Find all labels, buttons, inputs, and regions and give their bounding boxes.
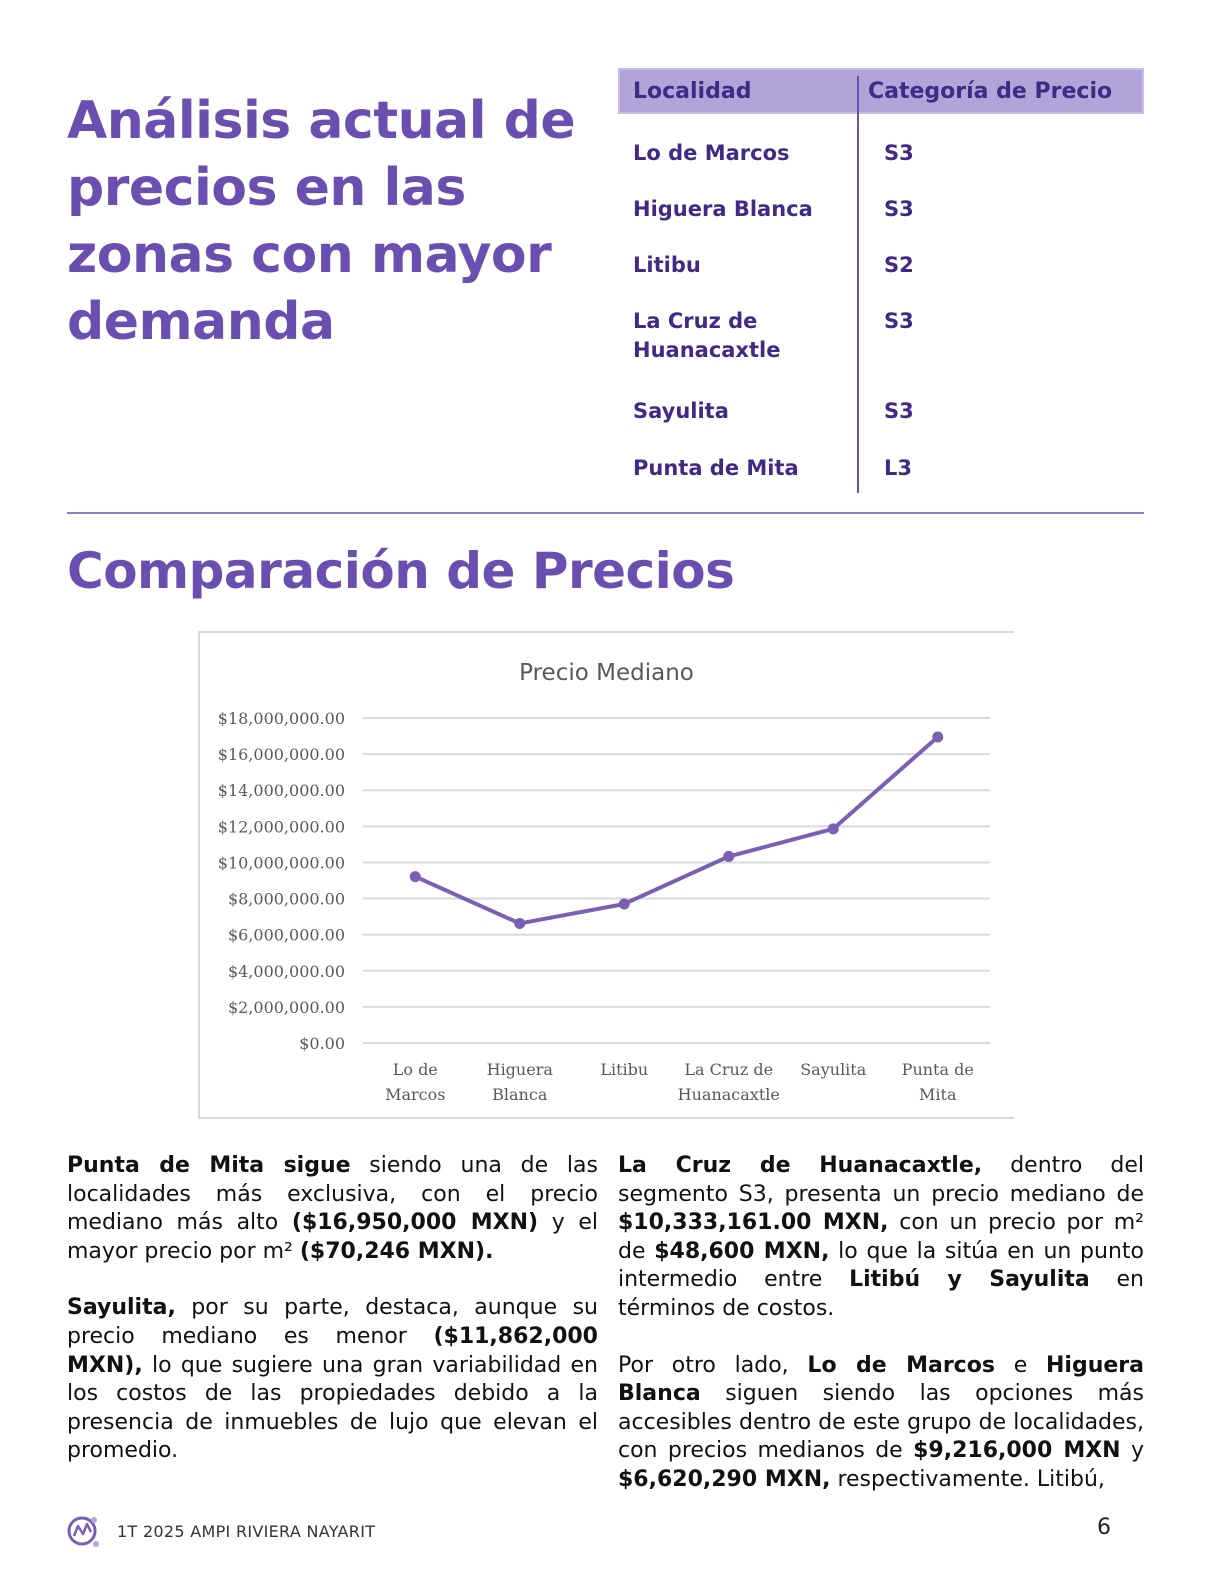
row-categoria: S3 [884, 309, 914, 333]
paragraph-punta-de-mita: Punta de Mita sigue siendo una de las lo… [67, 1152, 598, 1266]
text-run: y [1120, 1438, 1145, 1464]
text-run: lo que sugiere una gran variabilidad en … [67, 1352, 598, 1464]
y-tick-label: $14,000,000.00 [218, 781, 345, 800]
row-localidad: Sayulita [633, 399, 729, 423]
bold-text: Higuera Blanca [618, 1352, 1144, 1407]
x-tick-label: Marcos [385, 1085, 445, 1104]
y-tick-label: $2,000,000.00 [228, 998, 345, 1017]
y-tick-label: $8,000,000.00 [228, 890, 345, 909]
y-tick-label: $12,000,000.00 [218, 817, 345, 836]
x-tick-label: Litibu [600, 1060, 648, 1079]
text-run: siendo una de las localidades más exclus… [67, 1153, 598, 1236]
header-categoria: Categoría de Precio [868, 78, 1113, 104]
y-tick-label: $10,000,000.00 [218, 853, 345, 872]
row-categoria: S3 [884, 399, 914, 423]
row-categoria: S3 [884, 197, 914, 221]
y-tick-label: $4,000,000.00 [228, 962, 345, 981]
bold-text: ($11,862,000 MXN), [67, 1323, 598, 1378]
table-row: Punta de Mita L3 [618, 454, 1144, 483]
price-category-table: Localidad Categoría de Precio Lo de Marc… [618, 68, 1144, 493]
bold-text: Sayulita, [67, 1295, 176, 1321]
bold-text: La Cruz de Huanacaxtle, [618, 1153, 983, 1178]
text-run: por su parte, destaca, aunque su precio … [67, 1295, 598, 1349]
x-tick-label: Higuera [487, 1060, 554, 1079]
data-point [932, 731, 944, 743]
y-tick-label: $18,000,000.00 [218, 709, 345, 728]
data-point [514, 917, 526, 929]
header-localidad: Localidad [633, 78, 752, 104]
table-row: La Cruz de Huanacaxtle S3 [618, 307, 1144, 365]
paragraph-lo-de-marcos: Por otro lado, Lo de Marcos e Higuera Bl… [618, 1352, 1144, 1495]
y-tick-label: $6,000,000.00 [228, 926, 345, 945]
bold-text: $10,333,161.00 MXN, [618, 1210, 889, 1236]
x-tick-label: La Cruz de [684, 1060, 773, 1079]
x-tick-label: Huanacaxtle [678, 1085, 780, 1104]
table-header: Localidad Categoría de Precio [618, 68, 1144, 114]
paragraph-sayulita: Sayulita, por su parte, destaca, aunque … [67, 1294, 598, 1466]
bold-text: $48,600 MXN, [654, 1238, 830, 1264]
right-column: La Cruz de Huanacaxtle, dentro del segme… [618, 1152, 1144, 1523]
row-categoria: S2 [884, 253, 914, 277]
page-number: 6 [1097, 1515, 1111, 1540]
page-heading: Análisis actual de precios en las zonas … [67, 91, 576, 352]
median-price-chart: Precio Mediano $0.00 $2,000,000.00 $4,000,0… [198, 631, 1014, 1119]
table-column-divider [857, 76, 859, 493]
row-localidad: Punta de Mita [633, 456, 799, 480]
x-tick-label: Blanca [492, 1085, 548, 1104]
text-run: siguen siendo las opciones más accesible… [618, 1381, 1144, 1464]
footer-text: 1T 2025 AMPI RIVIERA NAYARIT [117, 1522, 376, 1541]
text-run: e [994, 1352, 1047, 1378]
bold-text: ($70,246 MXN). [299, 1238, 494, 1264]
chart-title: Precio Mediano [519, 660, 694, 686]
table-row: Lo de Marcos S3 [618, 139, 1144, 168]
text-run: dentro del segmento S3, presenta un prec… [618, 1153, 1144, 1207]
section-divider [67, 512, 1144, 514]
bold-text: ($16,950,000 MXN) [291, 1210, 539, 1236]
x-tick-label: Punta de [902, 1060, 974, 1079]
row-categoria: L3 [884, 456, 912, 480]
x-tick-label: Lo de [393, 1060, 438, 1079]
text-run: con un precio por m² de [618, 1210, 1144, 1264]
left-column: Punta de Mita sigue siendo una de las lo… [67, 1152, 598, 1494]
section-title: Comparación de Precios [67, 542, 735, 600]
y-tick-label: $16,000,000.00 [218, 745, 345, 764]
text-run: respectivamente. Litibú, [830, 1466, 1105, 1492]
bold-text: Punta de Mita sigue [67, 1153, 351, 1178]
data-point [827, 823, 839, 835]
row-categoria: S3 [884, 141, 914, 165]
paragraph-la-cruz: La Cruz de Huanacaxtle, dentro del segme… [618, 1152, 1144, 1324]
x-tick-label: Mita [919, 1085, 957, 1104]
ampi-logo-icon [67, 1516, 99, 1547]
data-point [409, 871, 421, 883]
x-tick-label: Sayulita [800, 1060, 867, 1079]
bold-text: Lo de Marcos [807, 1352, 995, 1378]
y-tick-label: $0.00 [299, 1034, 345, 1053]
data-point [723, 850, 735, 862]
text-run: y el mayor precio por m² [67, 1210, 598, 1264]
table-row: Higuera Blanca S3 [618, 195, 1144, 224]
row-localidad: Higuera Blanca [633, 197, 813, 221]
row-localidad: La Cruz de Huanacaxtle [633, 309, 781, 362]
data-point [618, 898, 630, 910]
row-localidad: Lo de Marcos [633, 141, 790, 165]
text-run: lo que la sitúa en un punto intermedio e… [618, 1238, 1144, 1293]
series-line [414, 735, 940, 926]
bold-text: $6,620,290 MXN, [618, 1466, 831, 1492]
table-row: Litibu S2 [618, 251, 1144, 280]
row-localidad: Litibu [633, 253, 701, 277]
text-run: Por otro lado, [618, 1352, 808, 1378]
text-run: en términos de costos. [618, 1267, 1144, 1321]
bold-text: Litibú y Sayulita [849, 1267, 1090, 1293]
chart-svg: Precio Mediano $0.00 $2,000,000.00 $4,000,0… [218, 660, 990, 1104]
table-row: Sayulita S3 [618, 397, 1144, 426]
bold-text: $9,216,000 MXN [913, 1438, 1121, 1464]
